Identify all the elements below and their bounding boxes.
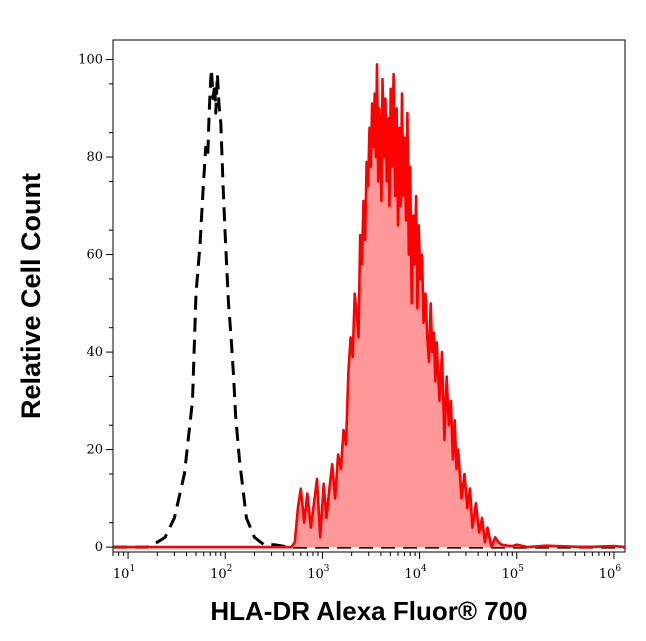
x-axis: 101 102 103 104 105 106 (112, 552, 622, 582)
y-tick-label: 40 (86, 345, 103, 360)
y-tick-label: 80 (86, 150, 103, 165)
x-tick-label: 102 (210, 564, 232, 582)
y-axis-title: Relative Cell Count (16, 173, 46, 419)
series-layer (113, 63, 626, 549)
y-axis: 0 20 40 60 80 100 (78, 53, 113, 555)
y-tick-label: 20 (86, 443, 103, 458)
stained-histogram-line (113, 63, 626, 549)
y-tick-label: 60 (86, 248, 103, 263)
x-tick-label: 104 (404, 564, 427, 582)
x-tick-label: 106 (599, 564, 622, 582)
stained-histogram-fill (113, 64, 625, 548)
y-tick-label: 0 (95, 540, 103, 555)
x-tick-label: 103 (307, 564, 330, 582)
x-tick-label: 101 (113, 564, 135, 582)
x-axis-title: HLA-DR Alexa Fluor® 700 (210, 596, 527, 626)
x-tick-label: 105 (502, 564, 525, 582)
y-tick-label: 100 (78, 53, 103, 68)
